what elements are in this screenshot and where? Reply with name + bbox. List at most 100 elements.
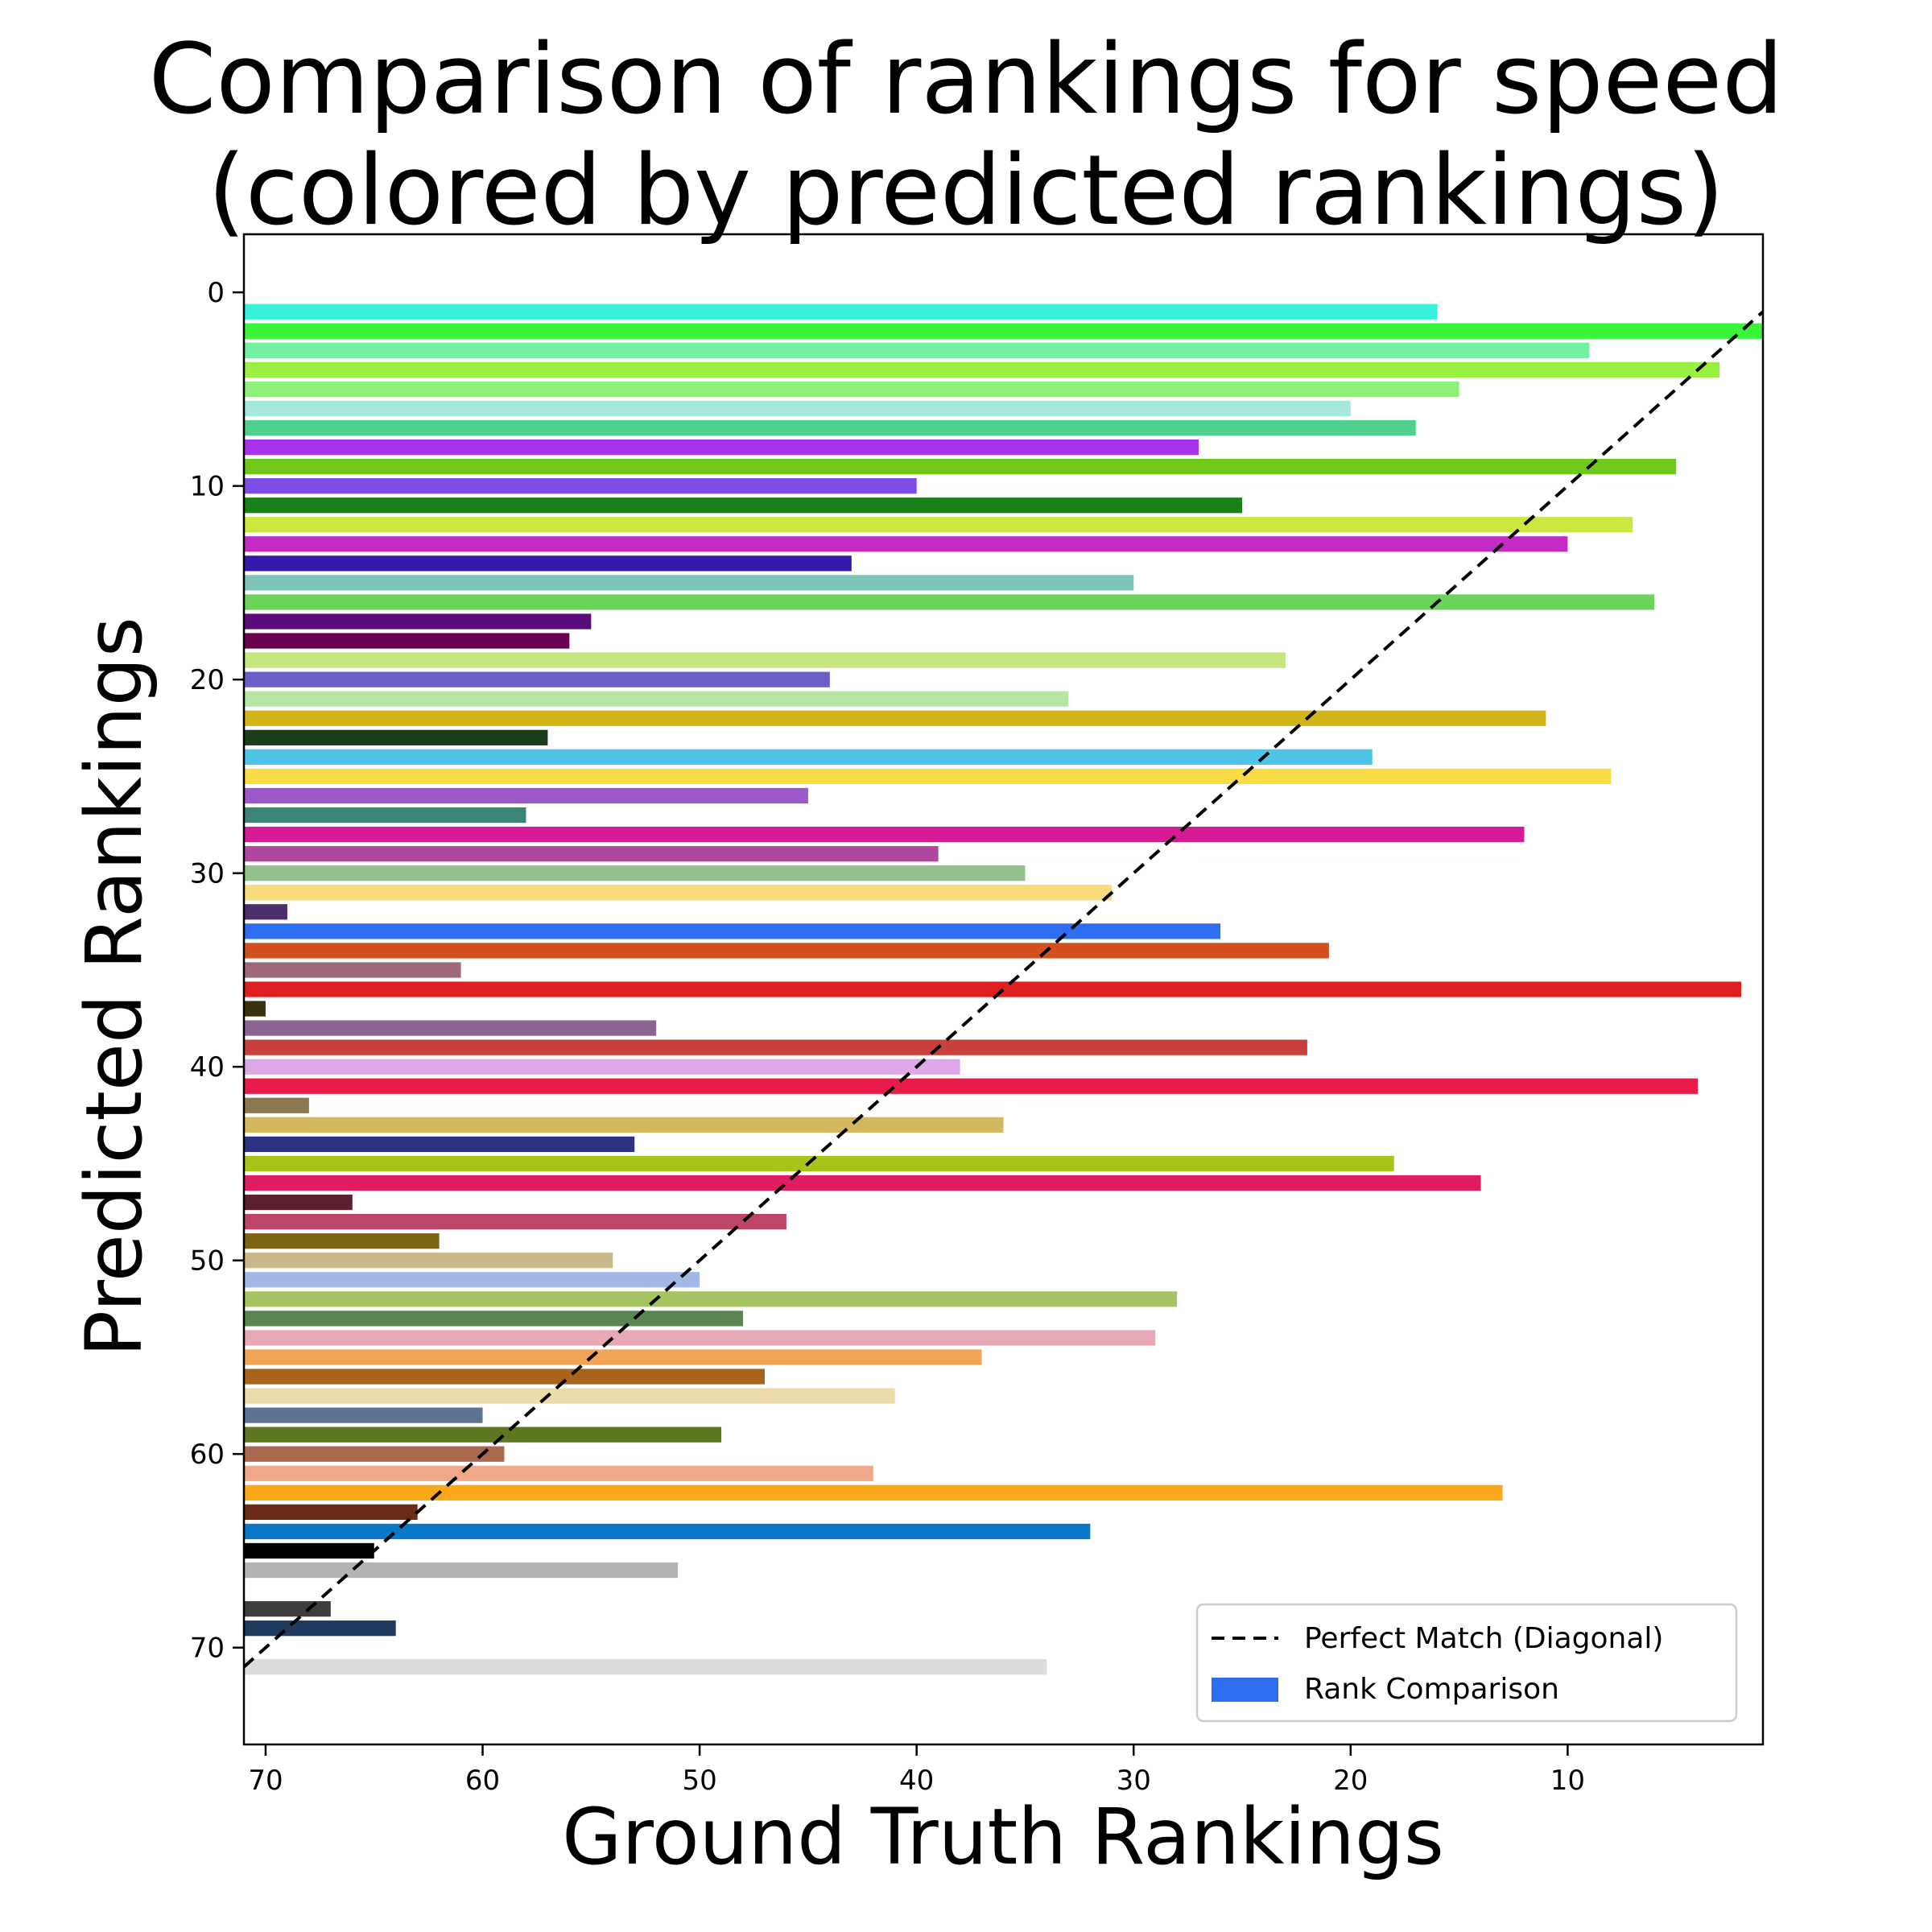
- bar-predicted-27: [244, 807, 526, 824]
- bar-predicted-16: [244, 594, 1655, 610]
- bar-predicted-64: [244, 1523, 1091, 1540]
- y-tick-label: 20: [190, 664, 225, 696]
- bar-predicted-66: [244, 1562, 679, 1579]
- bar-predicted-63: [244, 1504, 418, 1521]
- bar-predicted-33: [244, 923, 1221, 939]
- bar-predicted-14: [244, 555, 852, 572]
- bar-predicted-9: [244, 458, 1677, 475]
- bar-predicted-8: [244, 439, 1199, 456]
- bar-predicted-59: [244, 1426, 722, 1443]
- bar-predicted-32: [244, 904, 287, 920]
- bar-predicted-37: [244, 1001, 266, 1017]
- bar-predicted-71: [244, 1659, 1047, 1675]
- legend-label-perfect-match: Perfect Match (Diagonal): [1304, 1622, 1663, 1655]
- bars-layer: [244, 303, 1763, 1675]
- legend-label-rank-comparison: Rank Comparison: [1304, 1673, 1559, 1706]
- x-ticks: 70 60 50 40 30 20 10: [248, 1744, 1585, 1797]
- x-tick-label: 60: [465, 1765, 500, 1797]
- legend-rank-comparison-swatch: [1212, 1678, 1278, 1702]
- bar-predicted-2: [244, 323, 1763, 339]
- legend: Perfect Match (Diagonal) Rank Comparison: [1195, 1603, 1738, 1723]
- bar-predicted-20: [244, 671, 830, 687]
- chart-title-line-2: (colored by predicted rankings): [208, 135, 1724, 247]
- bar-predicted-11: [244, 497, 1243, 514]
- bar-predicted-35: [244, 962, 461, 978]
- axes-frame: [242, 233, 1765, 1746]
- y-tick-label: 10: [190, 471, 225, 503]
- bar-predicted-29: [244, 846, 939, 862]
- x-tick-label: 50: [682, 1765, 716, 1797]
- chart-title-line-1: Comparison of rankings for speed: [148, 24, 1784, 136]
- y-ticks: 0 10 20 30 40 50 60 70: [190, 277, 244, 1665]
- bar-predicted-36: [244, 981, 1742, 997]
- bar-predicted-60: [244, 1446, 505, 1462]
- bar-predicted-15: [244, 575, 1134, 591]
- y-axis-label: Predicted Rankings: [69, 617, 159, 1357]
- bar-predicted-19: [244, 652, 1286, 668]
- bar-predicted-53: [244, 1311, 744, 1327]
- bar-predicted-7: [244, 419, 1416, 436]
- bar-predicted-41: [244, 1078, 1699, 1094]
- y-tick-label: 40: [190, 1051, 225, 1084]
- bar-predicted-54: [244, 1330, 1156, 1346]
- bar-predicted-13: [244, 536, 1568, 552]
- bar-predicted-25: [244, 768, 1612, 785]
- bar-predicted-52: [244, 1291, 1178, 1307]
- bar-predicted-49: [244, 1233, 440, 1249]
- bar-predicted-65: [244, 1542, 374, 1559]
- bar-predicted-45: [244, 1155, 1394, 1172]
- bar-predicted-1: [244, 303, 1438, 320]
- bar-predicted-46: [244, 1174, 1481, 1191]
- bar-predicted-62: [244, 1484, 1503, 1501]
- y-tick-label: 50: [190, 1245, 225, 1278]
- legend-box: [1195, 1603, 1738, 1723]
- bar-predicted-44: [244, 1136, 635, 1153]
- x-tick-label: 70: [248, 1765, 283, 1797]
- bar-predicted-30: [244, 865, 1026, 881]
- bar-predicted-57: [244, 1388, 895, 1404]
- x-tick-label: 40: [899, 1765, 934, 1797]
- bar-predicted-38: [244, 1020, 657, 1036]
- bar-predicted-6: [244, 400, 1351, 417]
- bar-predicted-48: [244, 1213, 786, 1230]
- x-tick-label: 30: [1117, 1765, 1151, 1797]
- bar-predicted-68: [244, 1601, 331, 1617]
- bar-predicted-55: [244, 1349, 982, 1365]
- bar-predicted-21: [244, 691, 1069, 707]
- x-axis-label: Ground Truth Rankings: [562, 1792, 1444, 1882]
- bar-predicted-24: [244, 749, 1373, 766]
- bar-predicted-31: [244, 885, 1113, 901]
- bar-predicted-26: [244, 787, 808, 804]
- bar-predicted-5: [244, 381, 1459, 398]
- bar-predicted-40: [244, 1059, 960, 1075]
- bar-predicted-3: [244, 342, 1590, 358]
- bar-predicted-28: [244, 826, 1525, 843]
- x-tick-label: 10: [1550, 1765, 1585, 1797]
- y-tick-label: 70: [190, 1633, 225, 1665]
- bar-predicted-56: [244, 1368, 765, 1385]
- bar-predicted-12: [244, 517, 1633, 533]
- bar-predicted-50: [244, 1253, 613, 1269]
- bar-predicted-18: [244, 633, 570, 649]
- bar-predicted-17: [244, 613, 592, 630]
- bar-predicted-69: [244, 1620, 396, 1637]
- bar-predicted-4: [244, 361, 1720, 378]
- bar-predicted-39: [244, 1039, 1307, 1055]
- bar-predicted-61: [244, 1465, 873, 1481]
- bar-predicted-23: [244, 729, 548, 745]
- y-tick-label: 30: [190, 858, 225, 890]
- y-tick-label: 60: [190, 1439, 225, 1471]
- bar-predicted-43: [244, 1117, 1004, 1133]
- x-tick-label: 20: [1333, 1765, 1368, 1797]
- bar-predicted-34: [244, 943, 1329, 959]
- bar-predicted-22: [244, 710, 1546, 726]
- y-tick-label: 0: [207, 277, 225, 309]
- bar-predicted-10: [244, 478, 917, 494]
- perfect-match-diagonal: [242, 310, 1765, 1669]
- bar-predicted-42: [244, 1097, 309, 1113]
- bar-predicted-58: [244, 1407, 483, 1423]
- bar-predicted-51: [244, 1272, 700, 1288]
- bar-predicted-47: [244, 1194, 353, 1211]
